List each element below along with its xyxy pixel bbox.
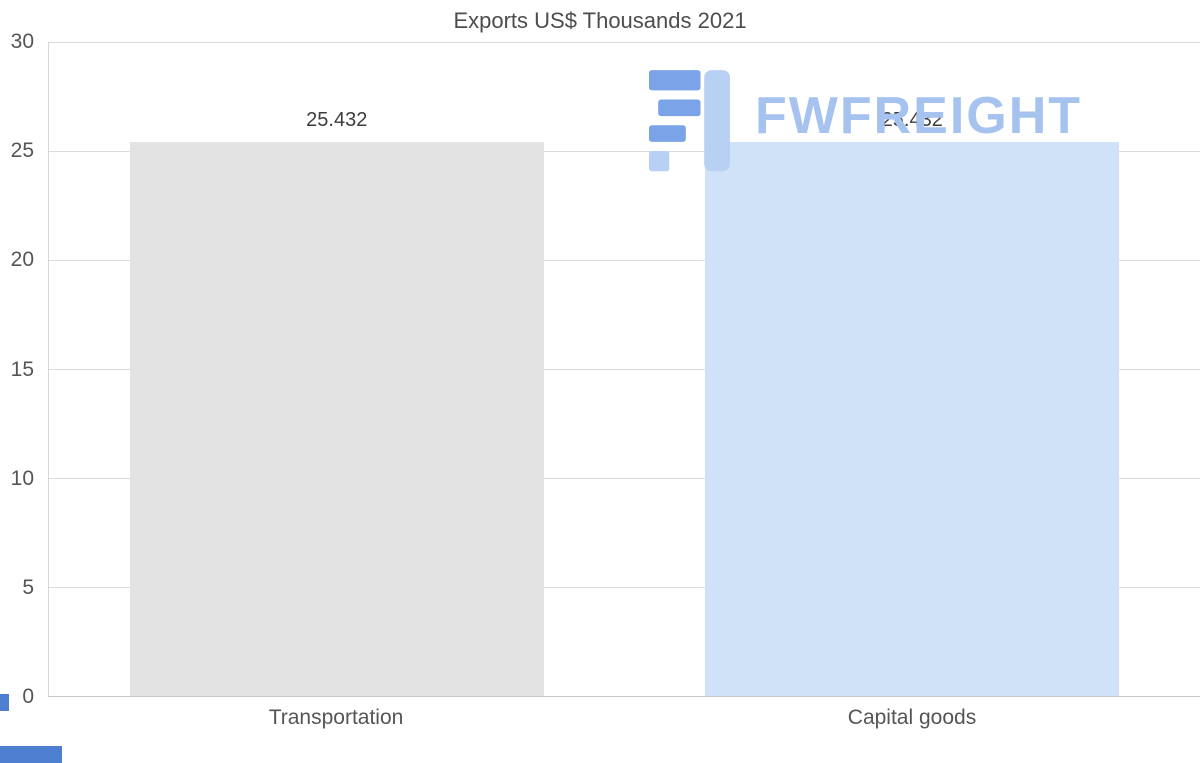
x-axis: Transportation Capital goods xyxy=(48,706,1200,730)
bar-value-label-transportation: 25.432 xyxy=(306,108,368,131)
y-axis-tick-label: 20 xyxy=(10,248,34,272)
y-axis-tick-label: 30 xyxy=(10,30,34,53)
y-axis-tick-label: 25 xyxy=(10,139,34,163)
gridline xyxy=(49,260,1200,261)
bar-transportation[interactable] xyxy=(129,141,544,696)
x-axis-label-capital-goods: Capital goods xyxy=(847,706,977,729)
gridline xyxy=(49,587,1200,588)
gridline xyxy=(49,478,1200,479)
bar-value-label-capital-goods: 25.432 xyxy=(881,108,943,131)
x-axis-label-transportation: Transportation xyxy=(268,706,404,729)
y-axis-tick-label: 15 xyxy=(10,357,34,381)
bar-bands: 25.432 25.432 xyxy=(49,42,1200,696)
chart-title: Exports US$ Thousands 2021 xyxy=(453,8,747,33)
gridline xyxy=(49,151,1200,152)
y-axis: 30 25 20 15 10 5 0 xyxy=(0,30,42,708)
gridline xyxy=(49,42,1200,43)
axis-origin-accent xyxy=(0,694,9,711)
y-axis-tick-label: 5 xyxy=(22,575,34,599)
gridline xyxy=(49,369,1200,370)
y-axis-tick-label: 10 xyxy=(10,466,34,490)
bar-group-capital-goods: 25.432 xyxy=(625,42,1200,696)
bar-group-transportation: 25.432 xyxy=(49,42,625,696)
y-axis-tick-label: 0 xyxy=(22,685,34,708)
plot-area: 25.432 25.432 FWFREIGHT xyxy=(48,42,1200,697)
bar-capital-goods[interactable] xyxy=(705,141,1120,696)
bottom-left-accent xyxy=(0,746,62,763)
